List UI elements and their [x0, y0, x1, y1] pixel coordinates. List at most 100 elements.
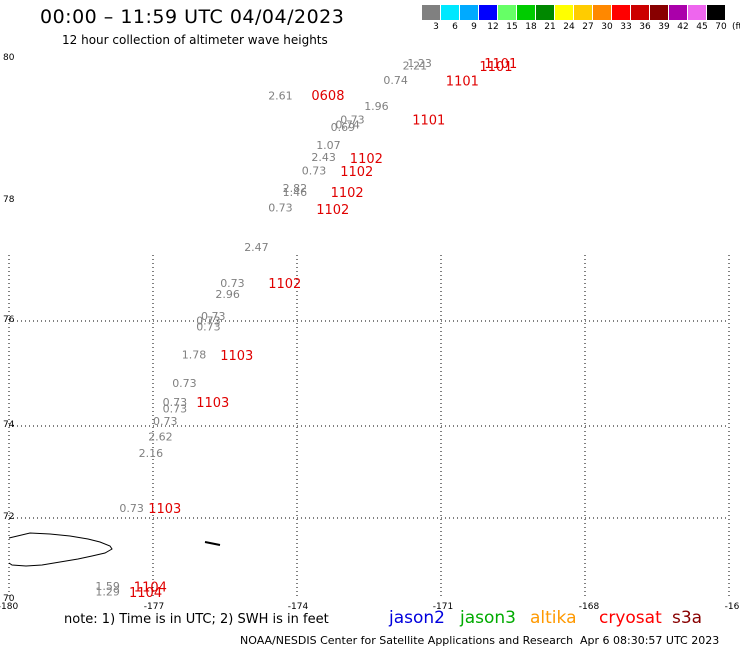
footnote: note: 1) Time is in UTC; 2) SWH is in fe… [64, 612, 329, 627]
map-axes: 80 78 76 74 72 70-180 -177 -174 -171 -168 -16 [0, 53, 740, 612]
obs-time-label: 1104 [129, 586, 162, 601]
swh-value: 1.29 [95, 585, 120, 598]
colorbar-label: 12 [487, 22, 499, 32]
colorbar-label: 33 [620, 22, 632, 32]
colorbar-swatch [441, 5, 459, 20]
satellite-legend-item: jason3 [460, 608, 516, 628]
obs-time-label: 1102 [340, 165, 373, 180]
colorbar-label: 70 [715, 22, 727, 32]
credit-line: NOAA/NESDIS Center for Satellite Applica… [240, 634, 574, 647]
swh-value: 2.61 [268, 89, 293, 102]
swh-value: 2.82 [283, 182, 308, 195]
colorbar-swatch [517, 5, 535, 20]
lat-lon-grid [8, 255, 730, 598]
satellite-legend-item: s3a [672, 608, 703, 628]
colorbar-swatch [669, 5, 687, 20]
colorbar-swatch [612, 5, 630, 20]
lat-tick-label: 70 [3, 594, 15, 604]
colorbar-swatch [631, 5, 649, 20]
obs-time-label: 0608 [311, 89, 344, 104]
obs-time-label: 1102 [316, 203, 349, 218]
lon-tick-label: -174 [288, 602, 309, 612]
swh-value: 0.73 [172, 377, 197, 390]
obs-time-label: 1102 [331, 186, 364, 201]
satellite-legend-item: jason2 [389, 608, 445, 628]
colorbar-label: 18 [525, 22, 537, 32]
swh-value: 0.73 [163, 396, 188, 409]
colorbar-swatch [498, 5, 516, 20]
lon-tick-label: -16 [725, 602, 740, 612]
swh-value: 2.47 [244, 241, 269, 254]
swh-value: 2.43 [311, 151, 336, 164]
lat-tick-label: 76 [3, 315, 15, 325]
obs-time-label: 1103 [220, 349, 253, 364]
colorbar-label: 9 [471, 22, 477, 32]
colorbar-swatch [536, 5, 554, 20]
swh-value: 0.73 [302, 165, 327, 178]
colorbar-label: 39 [658, 22, 670, 32]
obs-time-label: 1101 [446, 74, 479, 89]
swh-value: 0.69 [331, 121, 356, 134]
colorbar-unit: (ft) [732, 22, 740, 32]
obs-time-label: 1104 [134, 581, 167, 596]
swh-value: 0.73 [196, 315, 221, 328]
obs-time-label: 1101 [412, 114, 445, 129]
colorbar-label: 6 [452, 22, 458, 32]
colorbar-swatch [460, 5, 478, 20]
page-title: 00:00 – 11:59 UTC 04/04/2023 [40, 6, 345, 28]
colorbar-label: 42 [677, 22, 689, 32]
colorbar-label: 45 [696, 22, 708, 32]
lon-tick-label: -177 [144, 602, 164, 612]
lon-tick-label: -168 [579, 602, 600, 612]
lon-tick-label: -180 [0, 602, 18, 612]
generated-timestamp: Apr 6 08:30:57 UTC 2023 [580, 634, 720, 647]
lat-tick-label: 80 [3, 53, 15, 63]
colorbar-swatch [479, 5, 497, 20]
swh-value: 1.78 [182, 349, 207, 362]
swh-value: 2.96 [215, 288, 240, 301]
colorbar-swatch [593, 5, 611, 20]
colorbar-label: 21 [544, 22, 556, 32]
swh-value: 2.21 [403, 60, 428, 73]
obs-time-label: 1103 [148, 502, 181, 517]
colorbar-swatch [650, 5, 668, 20]
time-labels: 1101110111010608110111021102110211021102… [129, 57, 517, 601]
lat-tick-label: 72 [3, 512, 14, 522]
swh-value: 0.73 [201, 310, 226, 323]
swh-value: 0.73 [153, 415, 178, 428]
wrangel-island [8, 532, 113, 567]
colorbar-swatch [707, 5, 725, 20]
colorbar-label: 24 [563, 22, 575, 32]
colorbar-swatch [688, 5, 706, 20]
swh-value: 2.62 [148, 430, 173, 443]
colorbar-swatch [555, 5, 573, 20]
swh-value: 2.16 [139, 447, 164, 460]
colorbar-label: 30 [601, 22, 613, 32]
satellite-legend-item: cryosat [599, 608, 662, 628]
lat-tick-label: 78 [3, 195, 15, 205]
obs-time-label: 1102 [350, 152, 383, 167]
swh-value: 1.46 [283, 186, 308, 199]
swh-value: 1.59 [95, 580, 120, 593]
swh-value: 1.23 [407, 57, 432, 70]
swh-labels: 1.232.210.742.611.960.730.740.691.072.43… [95, 57, 432, 598]
swh-value: 0.73 [196, 321, 221, 334]
page-subtitle: 12 hour collection of altimeter wave hei… [62, 33, 328, 47]
colorbar-label: 15 [506, 22, 518, 32]
swh-value: 1.07 [316, 139, 341, 152]
obs-time-label: 1103 [196, 396, 229, 411]
colorbar-label: 3 [433, 22, 439, 32]
swh-value: 0.73 [119, 502, 143, 515]
swh-value: 0.73 [163, 402, 188, 415]
lat-tick-label: 74 [3, 420, 15, 430]
colorbar-swatch [574, 5, 592, 20]
obs-time-label: 1101 [484, 57, 517, 72]
obs-time-label: 1101 [479, 60, 512, 75]
herald-island [204, 541, 221, 546]
swh-value: 0.73 [340, 113, 365, 126]
colorbar-swatch [422, 5, 440, 20]
swh-value: 1.96 [364, 100, 389, 113]
swh-value: 0.74 [335, 118, 360, 131]
satellite-legend-item: altika [530, 608, 577, 628]
obs-time-label: 1102 [268, 277, 301, 292]
